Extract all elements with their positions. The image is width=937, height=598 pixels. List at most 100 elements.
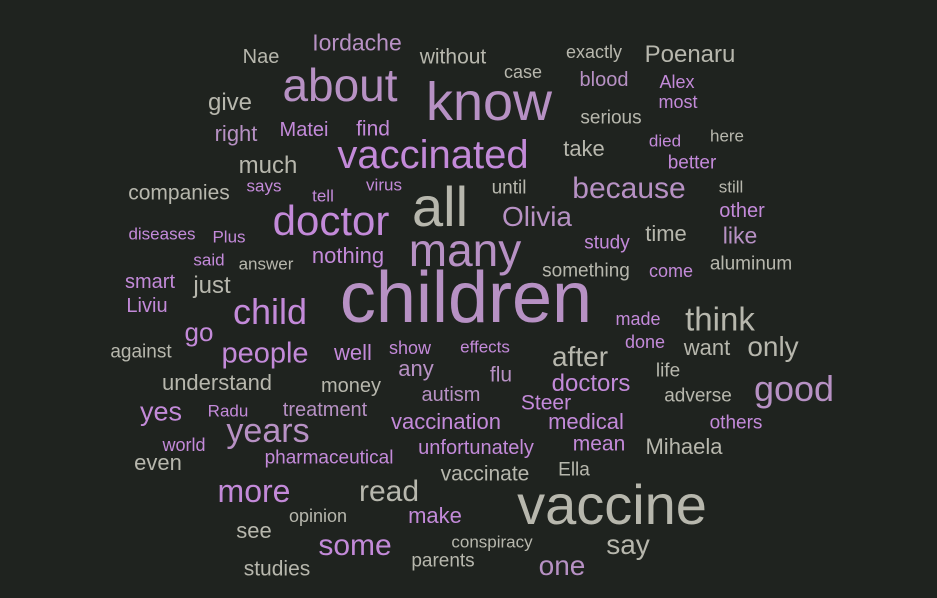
- word-most: most: [658, 92, 698, 112]
- word-because: because: [572, 172, 686, 205]
- word-know: know: [425, 72, 553, 132]
- word-right: right: [214, 121, 258, 146]
- word-Iordache: Iordache: [312, 29, 402, 56]
- word-diseases: diseases: [128, 224, 196, 244]
- word-answer: answer: [238, 254, 294, 274]
- word-made: made: [615, 309, 661, 329]
- word-life: life: [655, 360, 681, 382]
- word-adverse: adverse: [664, 385, 732, 407]
- word-one: one: [538, 550, 586, 581]
- word-vaccinate: vaccinate: [440, 462, 530, 486]
- word-Olivia: Olivia: [501, 201, 573, 232]
- word-study: study: [584, 232, 630, 254]
- word-like: like: [722, 222, 758, 249]
- word-exactly: exactly: [565, 42, 623, 62]
- word-companies: companies: [128, 181, 230, 205]
- word-show: show: [388, 338, 432, 358]
- word-vaccinated: vaccinated: [337, 133, 529, 177]
- word-treatment: treatment: [282, 399, 368, 421]
- word-read: read: [358, 475, 420, 508]
- word-think: think: [685, 300, 755, 338]
- word-take: take: [563, 136, 605, 161]
- word-all: all: [411, 175, 469, 238]
- word-give: give: [207, 89, 253, 116]
- word-children: children: [339, 258, 593, 338]
- word-Poenaru: Poenaru: [644, 41, 736, 68]
- word-Radu: Radu: [207, 401, 249, 421]
- word-world: world: [162, 435, 206, 455]
- word-money: money: [320, 375, 382, 397]
- word-much: much: [238, 152, 298, 179]
- word-still: still: [718, 177, 744, 197]
- word-Steer: Steer: [520, 391, 572, 415]
- word-Liviu: Liviu: [126, 295, 168, 317]
- word-come: come: [648, 261, 694, 281]
- word-after: after: [551, 341, 609, 372]
- word-opinion: opinion: [288, 506, 348, 526]
- word-Plus: Plus: [212, 227, 246, 247]
- word-Nae: Nae: [242, 46, 280, 68]
- word-smart: smart: [125, 271, 175, 293]
- word-go: go: [184, 317, 214, 347]
- word-pharmaceutical: pharmaceutical: [264, 447, 394, 469]
- word-about: about: [282, 59, 398, 111]
- word-mean: mean: [572, 432, 626, 456]
- word-other: other: [719, 200, 765, 222]
- word-says: says: [246, 176, 282, 196]
- word-doctors: doctors: [551, 370, 631, 397]
- word-studies: studies: [243, 557, 311, 581]
- word-find: find: [356, 117, 390, 141]
- word-case: case: [503, 62, 543, 82]
- word-serious: serious: [580, 107, 642, 129]
- word-vaccine: vaccine: [517, 473, 707, 536]
- word-autism: autism: [421, 384, 481, 406]
- word-virus: virus: [366, 175, 402, 195]
- word-nothing: nothing: [311, 243, 385, 268]
- word-years: years: [226, 412, 310, 450]
- word-died: died: [648, 131, 682, 151]
- word-only: only: [747, 331, 799, 362]
- word-time: time: [645, 221, 687, 246]
- word-against: against: [110, 341, 172, 363]
- word-well: well: [334, 340, 372, 365]
- word-here: here: [709, 126, 745, 146]
- word-even: even: [134, 450, 182, 475]
- word-more: more: [217, 473, 291, 509]
- word-vaccination: vaccination: [390, 409, 502, 434]
- word-good: good: [753, 368, 835, 409]
- word-parents: parents: [411, 550, 475, 572]
- word-unfortunately: unfortunately: [418, 437, 534, 459]
- word-any: any: [398, 356, 434, 381]
- word-said: said: [193, 250, 225, 270]
- word-medical: medical: [548, 409, 624, 434]
- word-conspiracy: conspiracy: [451, 532, 533, 552]
- word-without: without: [419, 45, 487, 69]
- word-Mihaela: Mihaela: [645, 434, 723, 459]
- word-doctor: doctor: [272, 197, 390, 244]
- word-just: just: [193, 272, 231, 299]
- word-yes: yes: [139, 396, 183, 427]
- word-flu: flu: [489, 363, 513, 387]
- word-others: others: [709, 412, 763, 434]
- word-effects: effects: [460, 337, 510, 357]
- word-want: want: [683, 335, 731, 360]
- word-Ella: Ella: [558, 459, 590, 481]
- word-blood: blood: [579, 69, 629, 91]
- word-until: until: [491, 177, 527, 199]
- word-done: done: [624, 332, 666, 352]
- word-aluminum: aluminum: [709, 253, 793, 275]
- word-child: child: [232, 291, 308, 332]
- word-some: some: [318, 529, 392, 562]
- word-many: many: [408, 224, 522, 276]
- word-better: better: [667, 152, 717, 174]
- word-Matei: Matei: [279, 119, 329, 141]
- word-say: say: [606, 529, 650, 560]
- word-something: something: [542, 260, 630, 282]
- word-people: people: [221, 337, 309, 370]
- word-make: make: [408, 503, 462, 528]
- word-Alex: Alex: [659, 72, 695, 92]
- word-tell: tell: [312, 186, 334, 206]
- word-understand: understand: [161, 370, 273, 395]
- word-see: see: [236, 518, 272, 543]
